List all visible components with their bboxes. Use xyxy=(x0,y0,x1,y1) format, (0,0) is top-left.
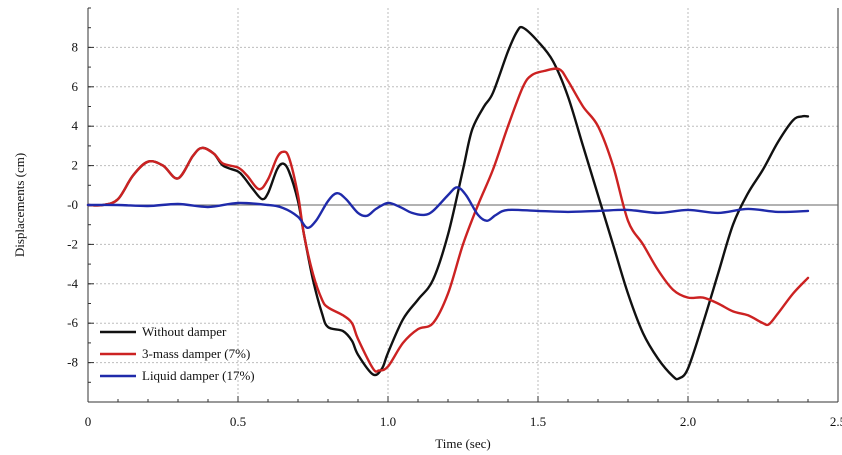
y-tick-label: 4 xyxy=(72,118,79,133)
y-tick-label: 6 xyxy=(72,79,79,94)
y-tick-label: -6 xyxy=(67,315,78,330)
x-tick-label: 2.5 xyxy=(830,414,842,429)
legend-label-2: Liquid damper (17%) xyxy=(142,368,255,383)
y-tick-label: -4 xyxy=(67,276,78,291)
y-axis-label: Displacements (cm) xyxy=(12,153,27,257)
legend-label-1: 3-mass damper (7%) xyxy=(142,346,250,361)
y-tick-label: -0 xyxy=(67,197,78,212)
y-tick-label: -2 xyxy=(67,236,78,251)
x-tick-label: 0 xyxy=(85,414,92,429)
legend-label-0: Without damper xyxy=(142,324,227,339)
x-tick-label: 1.5 xyxy=(530,414,546,429)
x-tick-label: 1.0 xyxy=(380,414,396,429)
y-tick-label: 2 xyxy=(72,158,79,173)
y-tick-label: -8 xyxy=(67,355,78,370)
y-tick-label: 8 xyxy=(72,39,79,54)
x-tick-label: 2.0 xyxy=(680,414,696,429)
x-axis-label: Time (sec) xyxy=(435,436,491,451)
x-tick-label: 0.5 xyxy=(230,414,246,429)
